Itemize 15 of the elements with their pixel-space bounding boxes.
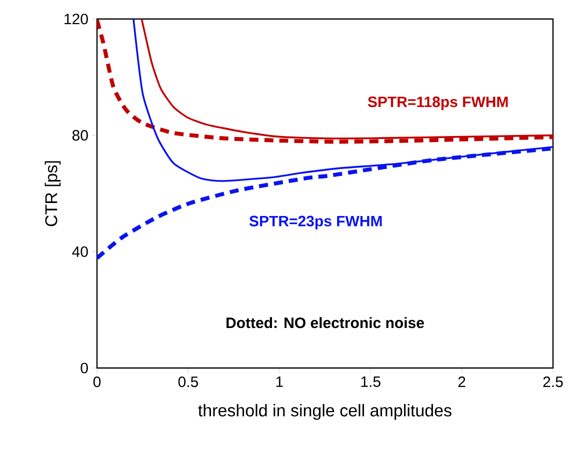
y-tick-label: 120 — [64, 14, 88, 24]
x-tick-label: 1 — [276, 376, 283, 387]
y-tick-label: 80 — [72, 130, 88, 141]
y-tick-label: 40 — [72, 246, 88, 257]
text: SPTR=23ps FWHM — [249, 216, 382, 230]
x-tick-label: 0 — [93, 376, 101, 388]
y-tick-label: 0 — [80, 362, 88, 374]
series-label: SPTR=118ps FWHM — [368, 96, 508, 110]
x-axis-title: threshold in single cell amplitudes — [198, 404, 452, 420]
y-axis-title: CTR [ps] — [44, 161, 61, 226]
x-tick-label: 0.5 — [178, 376, 198, 388]
annotation: Dotted: NO electronic noise — [226, 317, 424, 328]
x-tick-label: 1.5 — [361, 376, 380, 387]
x-tick-label: 2 — [458, 376, 466, 387]
x-tick-label: 2.5 — [543, 376, 563, 388]
